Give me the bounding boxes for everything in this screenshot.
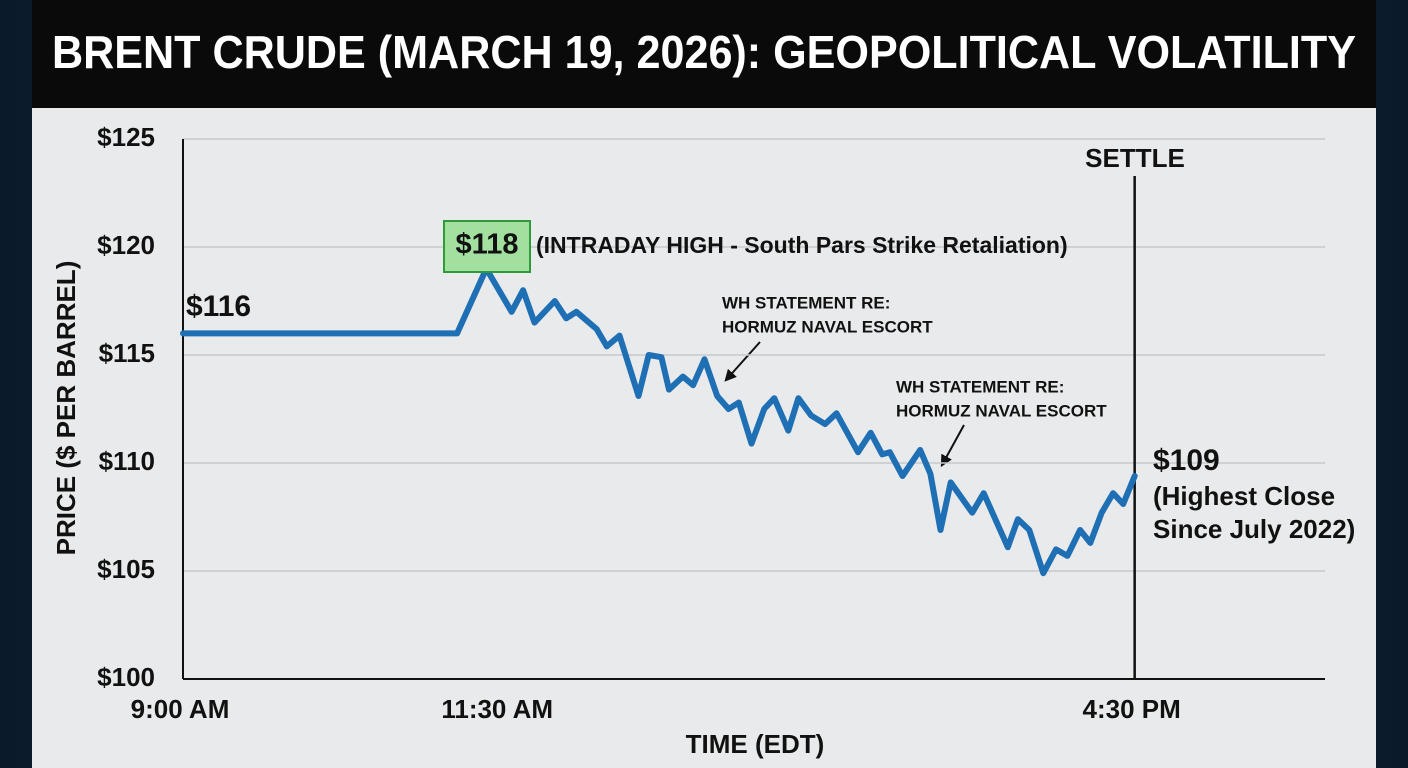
price-line — [180, 265, 1138, 577]
y-tick-label: $100 — [97, 662, 155, 692]
plot-panel — [32, 108, 1376, 768]
x-axis-title: TIME (EDT) — [686, 729, 825, 759]
y-tick-label: $120 — [97, 230, 155, 260]
annotation: (Highest Close — [1153, 481, 1335, 511]
y-tick-label: $110 — [99, 446, 155, 476]
annotation-box — [443, 220, 531, 273]
annotation: $109 — [1153, 444, 1220, 477]
annotation-arrow — [724, 341, 761, 382]
annotation-arrow — [940, 424, 965, 468]
annotation: (INTRADAY HIGH - South Pars Strike Retal… — [536, 232, 1068, 258]
y-tick-label: $125 — [97, 122, 155, 152]
y-tick-label: $105 — [97, 554, 155, 584]
annotation: HORMUZ NAVAL ESCORT — [722, 317, 933, 336]
annotation: WH STATEMENT RE: — [896, 377, 1064, 396]
annotation: SETTLE — [1085, 143, 1185, 173]
annotation: HORMUZ NAVAL ESCORT — [896, 401, 1107, 420]
title-bar — [32, 0, 1376, 108]
annotation: WH STATEMENT RE: — [722, 293, 890, 312]
annotation: Since July 2022) — [1153, 514, 1355, 544]
x-tick-label: 4:30 PM — [1083, 694, 1181, 724]
annotation: $118 — [456, 229, 519, 261]
chart-title: BRENT CRUDE (MARCH 19, 2026): GEOPOLITIC… — [52, 26, 1356, 78]
x-tick-label: 11:30 AM — [441, 694, 553, 724]
y-tick-label: $115 — [99, 338, 155, 368]
annotation: $116 — [186, 290, 251, 323]
x-tick-label: 9:00 AM — [131, 694, 230, 724]
y-axis-title: PRICE ($ PER BARREL) — [51, 261, 81, 556]
